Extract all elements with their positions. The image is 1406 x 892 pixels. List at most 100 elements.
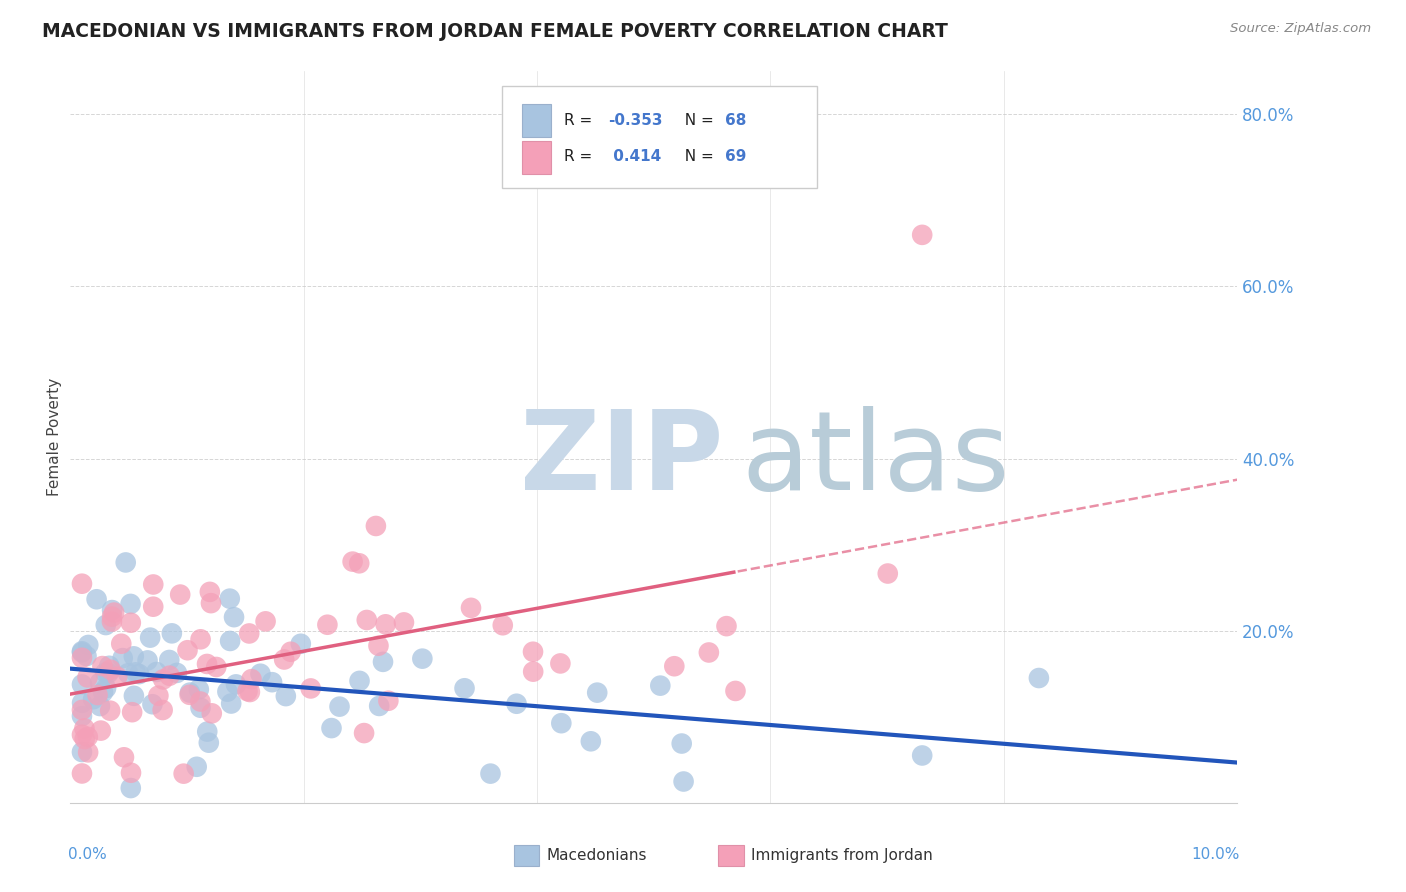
Point bbox=[697, 645, 720, 659]
Point bbox=[522, 665, 544, 679]
Point bbox=[148, 689, 170, 703]
Point bbox=[91, 659, 114, 673]
Point bbox=[364, 519, 387, 533]
Point bbox=[411, 651, 433, 665]
Point bbox=[159, 668, 181, 682]
Point bbox=[142, 599, 165, 614]
Point bbox=[90, 723, 112, 738]
Point bbox=[217, 684, 239, 698]
Point bbox=[664, 659, 686, 673]
Bar bbox=[718, 846, 744, 866]
Text: Source: ZipAtlas.com: Source: ZipAtlas.com bbox=[1230, 22, 1371, 36]
Point bbox=[70, 728, 93, 742]
Point bbox=[98, 704, 121, 718]
Text: R =: R = bbox=[564, 150, 598, 164]
Point bbox=[225, 677, 247, 691]
Point bbox=[94, 681, 117, 695]
Point bbox=[218, 591, 240, 606]
Point bbox=[299, 681, 322, 696]
Point bbox=[89, 699, 111, 714]
Point bbox=[1028, 671, 1050, 685]
Point bbox=[70, 644, 93, 658]
Point bbox=[290, 637, 312, 651]
Point bbox=[120, 597, 142, 611]
Point bbox=[157, 653, 180, 667]
Point bbox=[176, 643, 198, 657]
Point bbox=[70, 709, 93, 723]
Text: N =: N = bbox=[675, 113, 718, 128]
Point bbox=[76, 670, 98, 684]
Point bbox=[101, 609, 124, 624]
Point bbox=[94, 665, 117, 680]
Point bbox=[368, 698, 391, 713]
Point bbox=[280, 645, 302, 659]
Text: Macedonians: Macedonians bbox=[547, 848, 647, 863]
Point bbox=[97, 666, 120, 681]
Point bbox=[70, 645, 93, 659]
Point bbox=[316, 617, 339, 632]
Point bbox=[238, 626, 260, 640]
Point bbox=[70, 745, 93, 759]
Bar bbox=[522, 141, 551, 174]
Point bbox=[479, 766, 502, 780]
Point bbox=[505, 697, 527, 711]
Point bbox=[121, 705, 143, 719]
Point bbox=[110, 637, 132, 651]
Point bbox=[145, 665, 167, 679]
Point bbox=[166, 665, 188, 680]
Point bbox=[911, 227, 934, 242]
Point bbox=[101, 615, 124, 629]
Point bbox=[179, 688, 201, 702]
Point bbox=[274, 689, 297, 703]
Point bbox=[190, 694, 212, 708]
Point bbox=[367, 639, 389, 653]
Point bbox=[262, 675, 284, 690]
Point bbox=[70, 650, 93, 665]
Point bbox=[201, 706, 224, 721]
Point bbox=[86, 592, 108, 607]
Point bbox=[142, 577, 165, 591]
Point bbox=[195, 657, 218, 671]
Point bbox=[671, 737, 693, 751]
Text: R =: R = bbox=[564, 113, 598, 128]
Point bbox=[100, 663, 122, 677]
Point bbox=[205, 660, 228, 674]
Point bbox=[73, 731, 96, 746]
Text: 68: 68 bbox=[725, 113, 747, 128]
Point bbox=[70, 696, 93, 710]
Point bbox=[186, 760, 208, 774]
Point bbox=[356, 613, 378, 627]
Text: 69: 69 bbox=[725, 150, 747, 164]
Point bbox=[586, 685, 609, 699]
Point bbox=[328, 699, 350, 714]
Text: atlas: atlas bbox=[741, 406, 1010, 513]
Point bbox=[249, 666, 271, 681]
Point bbox=[70, 576, 93, 591]
Point bbox=[342, 555, 364, 569]
Point bbox=[273, 652, 295, 666]
Point bbox=[89, 675, 111, 690]
Point bbox=[122, 689, 145, 703]
Point bbox=[70, 766, 93, 780]
Point bbox=[236, 684, 259, 698]
Point bbox=[70, 677, 93, 691]
Point bbox=[76, 649, 98, 664]
Bar bbox=[522, 104, 551, 137]
Y-axis label: Female Poverty: Female Poverty bbox=[46, 378, 62, 496]
Point bbox=[141, 698, 163, 712]
Point bbox=[103, 606, 125, 620]
Point bbox=[219, 634, 242, 648]
Text: N =: N = bbox=[675, 150, 718, 164]
Point bbox=[114, 556, 136, 570]
Point bbox=[240, 672, 263, 686]
Point bbox=[77, 745, 100, 759]
Point bbox=[152, 673, 174, 687]
Point bbox=[169, 588, 191, 602]
Point bbox=[460, 600, 482, 615]
Point bbox=[650, 679, 672, 693]
Point bbox=[492, 618, 515, 632]
Point bbox=[374, 617, 396, 632]
Point bbox=[101, 603, 124, 617]
Point bbox=[82, 692, 104, 706]
Text: 0.0%: 0.0% bbox=[67, 847, 107, 862]
